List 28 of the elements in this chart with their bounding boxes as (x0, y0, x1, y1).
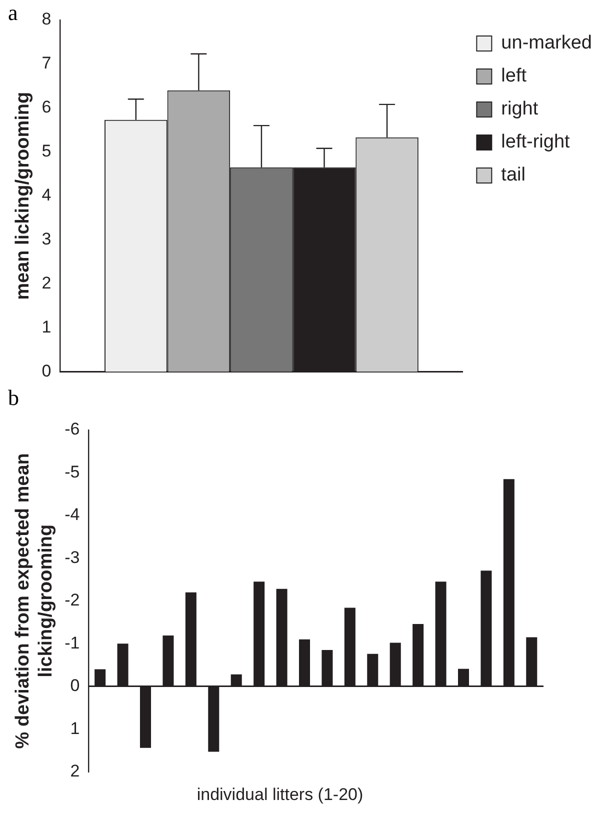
legend-label: right (501, 98, 539, 120)
y-tick-label: -6 (64, 420, 80, 439)
y-tick-label: 0 (70, 676, 80, 696)
legend-label: tail (501, 164, 526, 186)
x-axis-title: individual litters (1-20) (196, 785, 364, 805)
y-tick-label: 8 (42, 10, 52, 29)
y-tick-label: 6 (42, 98, 52, 117)
y-tick-label: -5 (64, 462, 80, 482)
y-tick-label: 2 (70, 761, 80, 780)
y-tick-label: 1 (70, 718, 80, 738)
legend-label: un-marked (501, 32, 592, 54)
y-tick-label: 0 (42, 361, 52, 380)
y-tick-label: 3 (42, 230, 52, 249)
y-tick-label: -1 (64, 633, 80, 652)
y-tick-label: 5 (42, 142, 52, 161)
y-axis-title: % deviation from expected mean licking/grooming (12, 453, 56, 749)
legend-label: left-right (501, 132, 571, 153)
y-tick-label: 7 (42, 54, 52, 73)
y-tick-label: -2 (64, 590, 80, 610)
y-tick-label: 1 (42, 318, 52, 337)
y-axis-title: mean licking/grooming (12, 92, 34, 300)
chart-title: a (8, 0, 18, 26)
y-tick-label: 2 (42, 274, 52, 293)
y-tick-label: 4 (42, 186, 52, 205)
y-tick-label: -4 (64, 505, 80, 524)
chart-title: b (8, 385, 19, 411)
legend-label: left (501, 66, 528, 87)
y-tick-label: -3 (64, 548, 80, 567)
